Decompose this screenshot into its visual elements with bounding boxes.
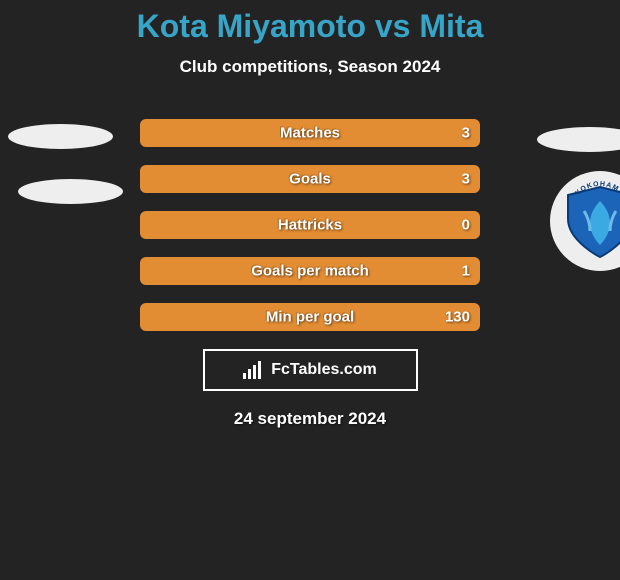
stat-row: Goals per match 1 <box>140 257 480 285</box>
stat-value-right: 0 <box>462 217 470 234</box>
stat-value-right: 3 <box>462 171 470 188</box>
stat-row: Hattricks 0 <box>140 211 480 239</box>
stat-label: Hattricks <box>278 217 342 234</box>
stat-row: Goals 3 <box>140 165 480 193</box>
bar-chart-icon <box>243 361 265 379</box>
stat-row: Matches 3 <box>140 119 480 147</box>
right-player-placeholder <box>537 127 620 152</box>
date-text: 24 september 2024 <box>0 409 620 429</box>
stat-label: Goals per match <box>251 263 369 280</box>
right-team-badge: YOKOHAMA <box>550 171 620 271</box>
stat-value-right: 130 <box>445 309 470 326</box>
brand-box: FcTables.com <box>203 349 418 391</box>
stat-bars: Matches 3 Goals 3 Hattricks 0 Goals per match 1… <box>140 119 480 331</box>
page-title: Kota Miyamoto vs Mita <box>0 0 620 45</box>
stat-label: Matches <box>280 125 340 142</box>
stat-value-right: 1 <box>462 263 470 280</box>
stat-label: Min per goal <box>266 309 354 326</box>
yokohama-crest-icon: YOKOHAMA <box>560 181 620 261</box>
comparison-content: YOKOHAMA Matches 3 Goals 3 Hattricks 0 Goals p… <box>0 119 620 331</box>
brand-text: FcTables.com <box>271 361 377 379</box>
stat-value-right: 3 <box>462 125 470 142</box>
page-subtitle: Club competitions, Season 2024 <box>0 57 620 77</box>
stat-label: Goals <box>289 171 331 188</box>
stat-row: Min per goal 130 <box>140 303 480 331</box>
left-player-placeholder <box>8 124 113 149</box>
left-player-placeholder <box>18 179 123 204</box>
